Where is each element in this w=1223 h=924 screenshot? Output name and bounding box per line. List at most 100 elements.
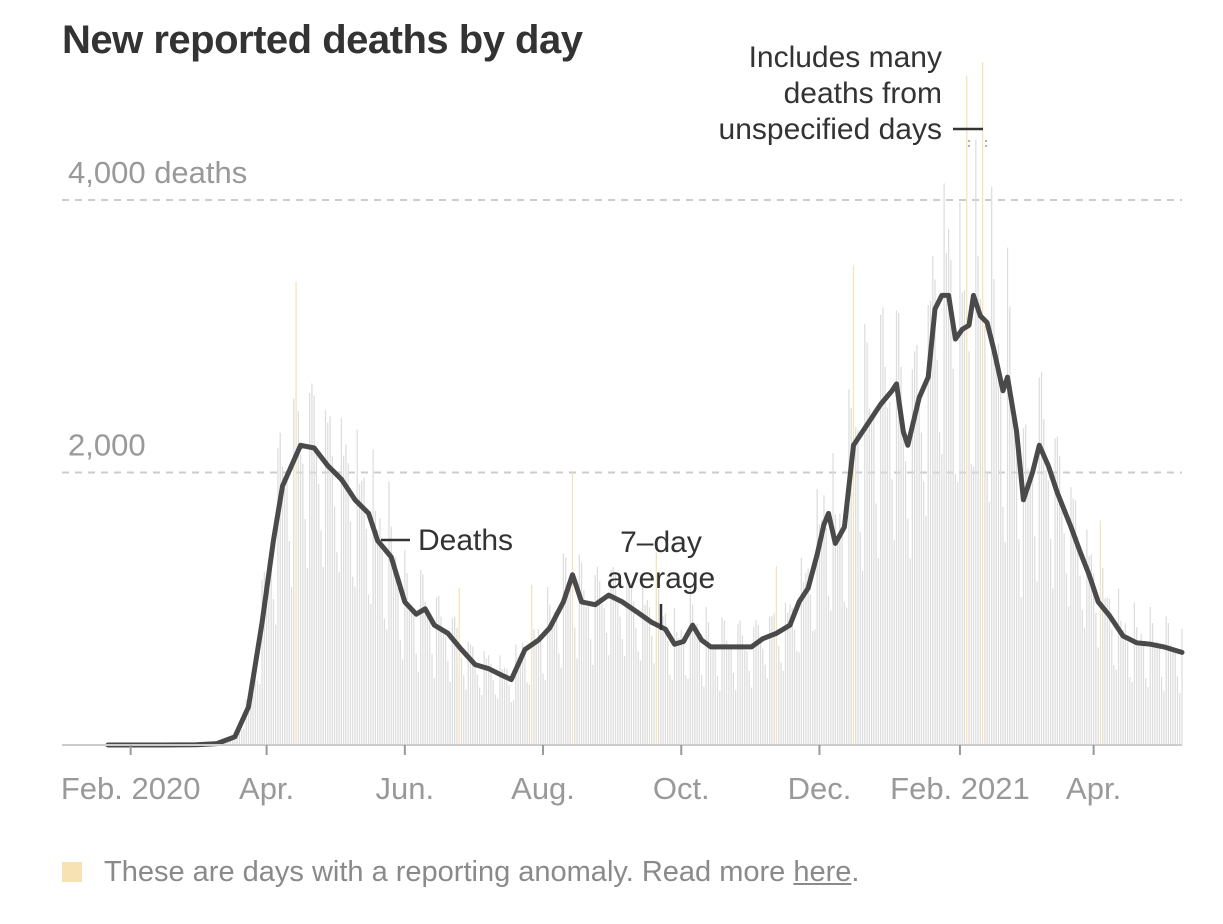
daily-bar — [1054, 438, 1056, 745]
daily-bar — [825, 527, 827, 745]
daily-bar — [805, 572, 807, 745]
daily-bar — [290, 586, 293, 745]
daily-bar — [782, 670, 784, 745]
daily-bar — [286, 478, 288, 745]
daily-bar — [880, 314, 882, 745]
daily-bar — [995, 355, 997, 745]
daily-bar — [735, 690, 737, 745]
daily-bar — [506, 669, 508, 745]
daily-bar — [889, 401, 891, 745]
daily-bar — [397, 577, 399, 745]
daily-bar — [637, 651, 639, 745]
daily-bar — [716, 676, 719, 745]
daily-bar — [902, 439, 904, 745]
daily-bar — [585, 607, 587, 745]
daily-bar — [1122, 629, 1124, 745]
daily-bar — [651, 635, 653, 745]
daily-bar — [732, 672, 734, 745]
daily-bar — [383, 618, 386, 745]
daily-bar — [943, 183, 945, 745]
daily-bar — [900, 366, 902, 745]
daily-bar — [784, 602, 787, 745]
daily-bar — [701, 674, 703, 745]
daily-bar — [934, 279, 936, 745]
daily-bar — [884, 366, 886, 745]
daily-bar — [623, 656, 626, 745]
daily-bar — [617, 598, 619, 745]
grid-layer: 2,000 4,000 deaths — [62, 155, 1182, 474]
anomaly-note-line3: unspecified days — [719, 113, 942, 146]
daily-bar — [565, 557, 567, 745]
daily-bar — [850, 408, 852, 745]
daily-bar — [327, 422, 329, 745]
daily-bar — [864, 324, 866, 745]
daily-bar — [1149, 606, 1151, 745]
anomaly-bar — [295, 281, 297, 745]
daily-bar — [261, 580, 263, 745]
daily-bar — [730, 646, 732, 745]
daily-bar — [1043, 419, 1045, 745]
daily-bar — [460, 657, 463, 745]
daily-bar — [599, 581, 601, 745]
daily-bar — [664, 613, 667, 745]
daily-bar — [1063, 533, 1065, 745]
daily-bar — [580, 562, 583, 745]
legend-trailing: . — [851, 855, 860, 888]
daily-bar — [377, 530, 379, 745]
daily-bar — [1038, 377, 1040, 745]
daily-bar — [1167, 622, 1170, 745]
daily-bar — [619, 616, 621, 745]
daily-bar — [909, 558, 911, 745]
daily-bar — [970, 464, 972, 745]
daily-bar — [583, 590, 585, 745]
daily-bar — [390, 526, 392, 745]
annotations: Deaths 7–day average Includes many death… — [381, 41, 987, 630]
daily-bar — [272, 599, 275, 745]
daily-bar — [870, 419, 873, 745]
x-tick-label-4: Oct. — [653, 771, 710, 806]
daily-bar — [605, 632, 608, 745]
daily-bar — [311, 383, 313, 745]
daily-bar — [1120, 621, 1122, 745]
daily-bar — [526, 682, 528, 745]
seven-day-average-line — [105, 292, 1185, 748]
daily-bar — [633, 601, 635, 745]
daily-bar — [750, 687, 753, 745]
daily-bar — [1070, 487, 1072, 745]
daily-bar — [1147, 687, 1149, 745]
daily-bar — [354, 586, 356, 745]
daily-bar — [510, 701, 512, 745]
daily-bar — [1086, 529, 1088, 745]
daily-bar — [447, 660, 449, 745]
read-more-link[interactable]: here — [793, 855, 852, 888]
daily-bar — [898, 312, 900, 745]
daily-bar — [1181, 628, 1183, 745]
daily-bar — [1074, 500, 1077, 745]
daily-bar — [252, 674, 254, 745]
chart-svg: 2,000 4,000 deaths Feb. 2020 Apr. Jun. Aug. O… — [61, 41, 1185, 806]
daily-bar — [1079, 575, 1081, 745]
daily-bar — [689, 584, 691, 745]
daily-bar — [363, 477, 365, 745]
daily-bar — [814, 629, 816, 745]
daily-bar — [438, 595, 440, 745]
daily-bar — [753, 626, 755, 745]
daily-bar — [984, 325, 986, 745]
daily-bar — [469, 644, 472, 745]
daily-bar — [875, 503, 877, 745]
daily-bar — [315, 451, 318, 745]
daily-bar — [798, 652, 800, 745]
daily-bar — [952, 368, 954, 745]
daily-bar — [1018, 539, 1020, 745]
daily-bar — [512, 700, 515, 745]
daily-bar — [823, 495, 825, 745]
daily-bar — [961, 292, 963, 745]
daily-bar — [528, 684, 531, 745]
daily-bar — [587, 605, 589, 745]
daily-bar — [1151, 623, 1154, 745]
daily-bar — [635, 628, 637, 745]
daily-bar — [766, 678, 768, 745]
daily-bar — [694, 627, 696, 745]
daily-bar — [855, 427, 857, 745]
daily-bar — [630, 582, 633, 745]
